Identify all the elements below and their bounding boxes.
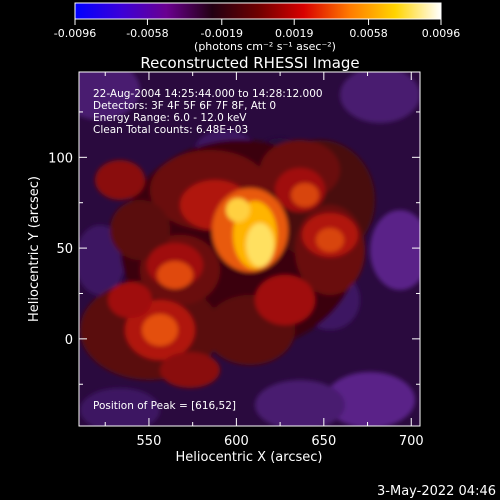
colorbar (75, 3, 441, 19)
colorbar-tick-label: 0.0058 (349, 27, 388, 40)
image-frame (78, 71, 421, 427)
colorbar-tick-label: 0.0019 (275, 27, 314, 40)
colorbar-tick-label: -0.0019 (201, 27, 243, 40)
annotation-time-range: 22-Aug-2004 14:25:44.000 to 14:28:12.000 (93, 88, 323, 100)
colorbar-units: (photons cm⁻² s⁻¹ asec⁻²) (194, 40, 336, 53)
colorbar-tick-label: -0.0096 (54, 27, 96, 40)
x-tick-label: 600 (224, 434, 249, 449)
x-tick-label: 700 (399, 434, 424, 449)
y-tick-label: 0 (65, 333, 73, 348)
image-title: Reconstructed RHESSI Image (140, 54, 359, 72)
colorbar-ticks (74, 19, 442, 25)
axis-ticks (79, 72, 420, 426)
x-axis-label: Heliocentric X (arcsec) (176, 450, 323, 465)
x-tick-label: 550 (137, 434, 162, 449)
colorbar-tick-label: 0.0096 (422, 27, 461, 40)
colorbar-tick-labels: -0.0096 -0.0058 -0.0019 0.0019 0.0058 0.0096 (54, 27, 460, 40)
annotation-energy-range: Energy Range: 6.0 - 12.0 keV (93, 112, 247, 124)
y-axis-label: Heliocentric Y (arcsec) (27, 176, 42, 322)
colorbar-frame (74, 2, 442, 20)
y-tick-label: 50 (56, 242, 73, 257)
peak-position: Position of Peak = [616,52] (93, 400, 236, 412)
rhessi-image (79, 72, 420, 426)
annotation-detectors: Detectors: 3F 4F 5F 6F 7F 8F, Att 0 (93, 100, 276, 112)
x-tick-label: 650 (311, 434, 336, 449)
y-tick-label: 100 (48, 151, 73, 166)
footer-timestamp: 3-May-2022 04:46 (377, 484, 496, 499)
colorbar-tick-label: -0.0058 (126, 27, 168, 40)
annotation-counts: Clean Total counts: 6.48E+03 (93, 124, 248, 136)
